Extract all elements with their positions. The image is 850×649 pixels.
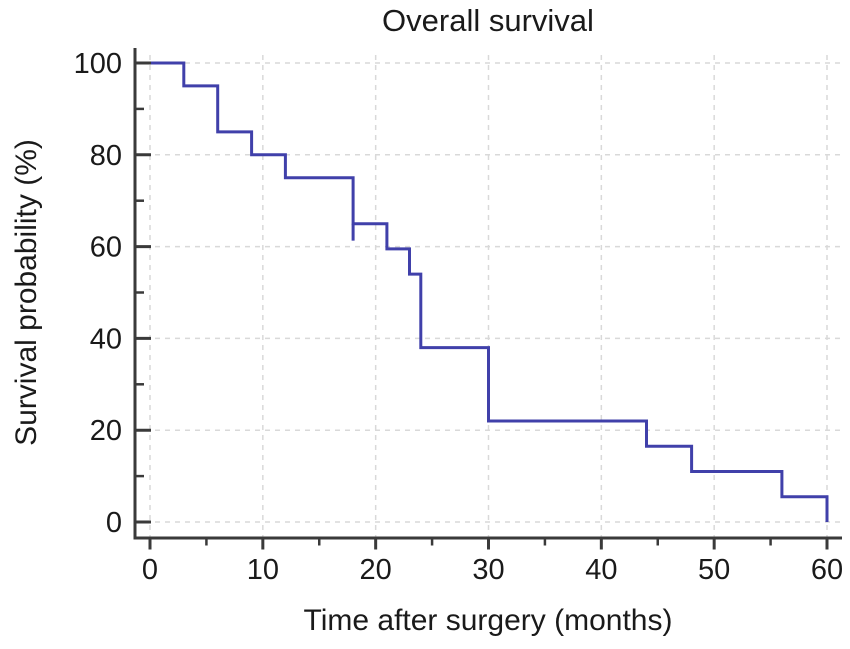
survival-curve	[150, 61, 829, 522]
x-tick-label: 0	[142, 554, 158, 586]
y-axis-label: Survival probability (%)	[10, 139, 43, 446]
y-tick-label: 40	[90, 323, 122, 355]
y-tick-label: 0	[106, 507, 122, 539]
y-tick-label: 100	[74, 48, 122, 80]
x-tick-label: 30	[472, 554, 504, 586]
chart-title: Overall survival	[382, 3, 594, 38]
tick-labels: 0 20 40 60 80 100 0 10 20 30 40 50 60	[74, 48, 844, 586]
x-tick-label: 40	[585, 554, 617, 586]
tick-marks	[134, 61, 829, 550]
survival-curve-layer	[150, 61, 829, 522]
x-tick-label: 50	[698, 554, 730, 586]
x-tick-label: 10	[247, 554, 279, 586]
y-tick-label: 60	[90, 232, 122, 264]
y-tick-label: 20	[90, 415, 122, 447]
y-tick-label: 80	[90, 140, 122, 172]
gridlines	[135, 55, 842, 537]
x-axis-label: Time after surgery (months)	[304, 604, 673, 637]
x-tick-label: 20	[360, 554, 392, 586]
x-tick-label: 60	[811, 554, 843, 586]
